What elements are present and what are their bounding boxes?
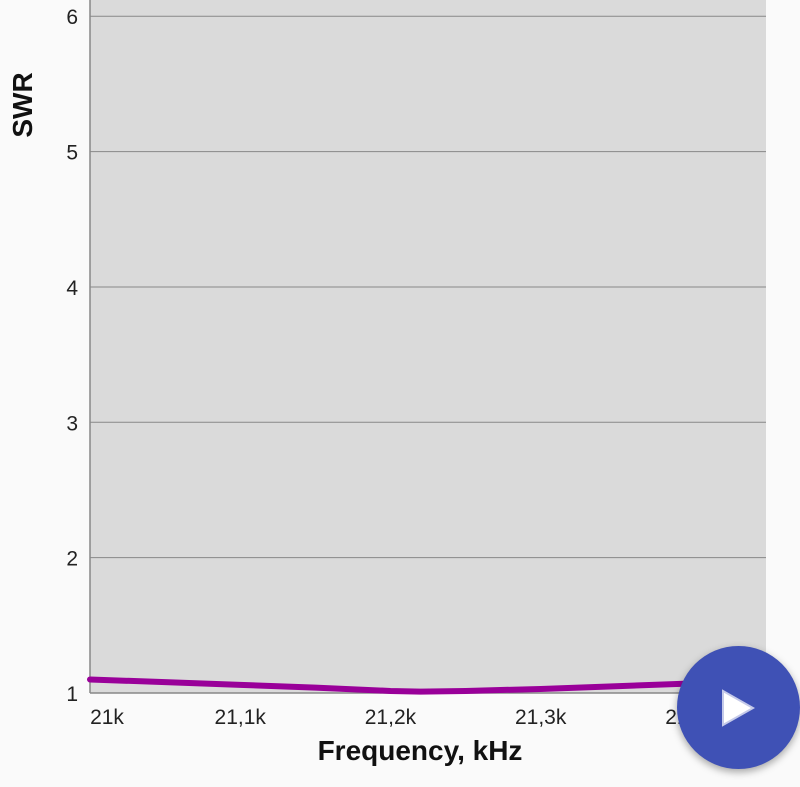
x-tick-label: 21,2k [365,706,417,729]
x-axis-title: Frequency, kHz [318,735,523,766]
y-tick-label: 1 [66,683,78,706]
y-tick-label: 5 [66,142,78,165]
y-axis-title: SWR [7,72,38,137]
x-tick-label: 21,1k [215,706,267,729]
play-button[interactable] [677,646,800,769]
y-tick-label: 3 [66,412,78,435]
y-tick-label: 6 [66,6,78,29]
x-tick-label: 21,3k [515,706,567,729]
y-tick-label: 2 [66,548,78,571]
play-icon [722,689,756,727]
y-tick-label: 4 [66,277,78,300]
swr-series-line [87,676,769,695]
plot-area [90,0,766,693]
x-tick-label: 21k [90,706,124,729]
